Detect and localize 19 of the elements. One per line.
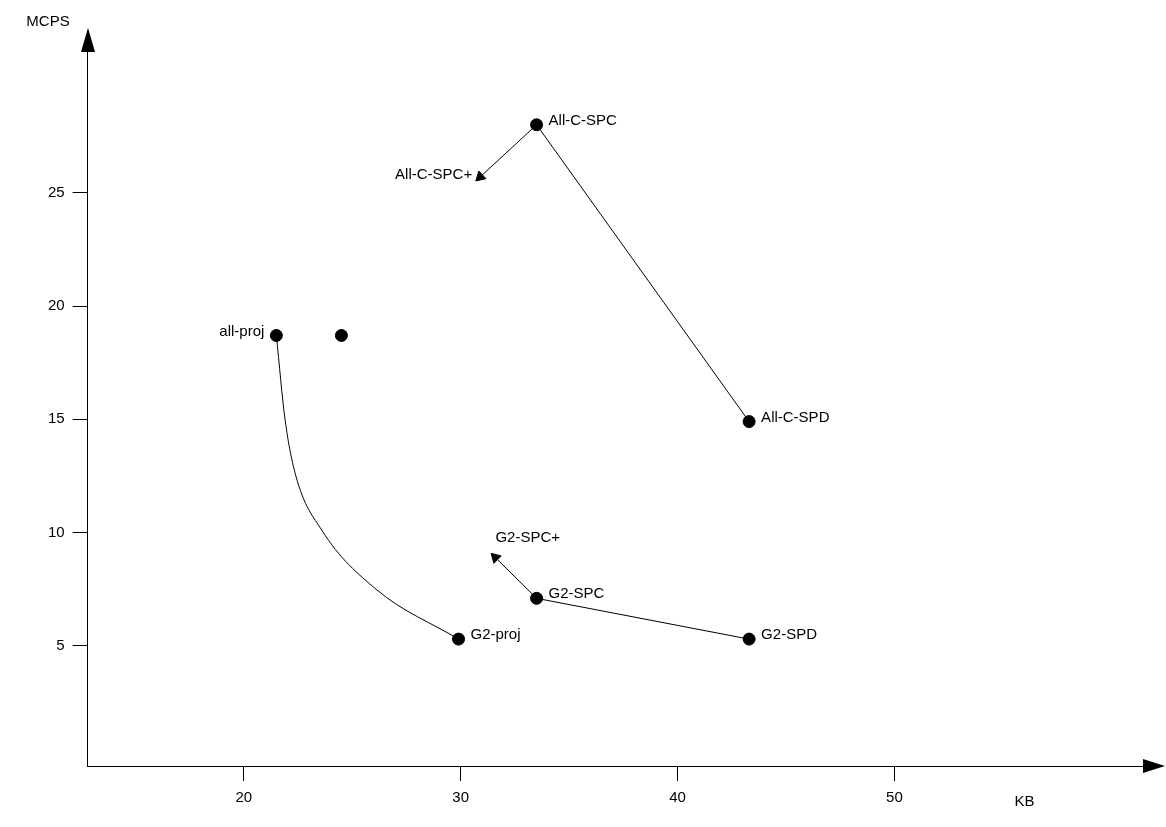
y-axis-title: MCPS [26, 12, 70, 30]
x-axis-title: KB [1014, 791, 1035, 809]
y-tick-label: 10 [48, 522, 65, 540]
annotation: G2-SPD [761, 625, 818, 643]
annotation: G2-SPC [548, 584, 605, 602]
annotation: G2-proj [470, 625, 521, 643]
y-tick-label: 25 [48, 182, 65, 200]
y-tick-label: 15 [48, 409, 65, 427]
x-tick-label: 40 [669, 788, 686, 806]
x-tick-label: 20 [235, 788, 253, 806]
x-tick-label: 30 [452, 788, 470, 806]
y-tick-label: 20 [48, 296, 65, 314]
annotation: G2-SPC+ [495, 527, 561, 545]
annotation: all-proj [219, 321, 265, 339]
annotation: All-C-SPC [548, 110, 618, 128]
x-tick-label: 50 [886, 788, 903, 806]
y-tick-label: 5 [56, 636, 65, 654]
annotation: All-C-SPD [761, 407, 830, 425]
annotation: All-C-SPC+ [395, 165, 473, 183]
